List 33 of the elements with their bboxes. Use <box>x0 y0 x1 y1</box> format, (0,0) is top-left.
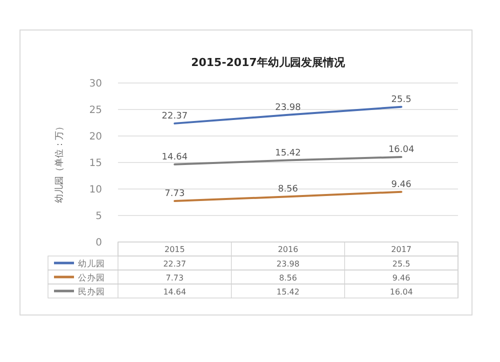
x-tick-label: 2015 <box>164 245 185 254</box>
y-tick-label: 25 <box>89 105 102 116</box>
y-tick-label: 0 <box>96 238 102 248</box>
annotation: 8.56 <box>278 184 298 195</box>
legend-label: 幼儿园 <box>78 258 105 270</box>
x-tick-label: 2016 <box>278 245 298 254</box>
chart-title: 2015-2017年幼儿园发展情况 <box>191 56 346 69</box>
annotation: 16.04 <box>388 144 414 155</box>
data-label: 23.98 <box>276 260 300 268</box>
data-label: 22.37 <box>163 260 186 268</box>
data-label: 14.64 <box>163 288 186 296</box>
y-axis-title: 幼儿园（单位：万） <box>54 122 65 203</box>
legend-label: 公办园 <box>78 272 105 284</box>
annotation: 14.64 <box>162 152 188 162</box>
data-label: 15.42 <box>276 288 300 296</box>
data-label: 25.5 <box>392 260 410 268</box>
y-tick-label: 15 <box>89 158 102 169</box>
legend-label: 民办园 <box>78 286 105 298</box>
annotation: 25.5 <box>391 94 412 105</box>
y-tick-label: 5 <box>96 211 102 222</box>
annotation: 22.37 <box>162 111 188 122</box>
annotation: 23.98 <box>275 102 302 113</box>
y-tick-label: 30 <box>89 78 102 90</box>
x-tick-label: 2017 <box>391 245 412 254</box>
data-label: 7.73 <box>166 274 184 282</box>
y-tick-label: 10 <box>89 184 102 196</box>
annotation: 15.42 <box>275 148 301 158</box>
data-label: 9.46 <box>392 274 410 282</box>
annotation: 7.73 <box>164 189 185 200</box>
y-tick-label: 20 <box>89 132 102 142</box>
data-label: 16.04 <box>390 288 413 296</box>
data-label: 8.56 <box>279 274 297 282</box>
annotation: 9.46 <box>391 180 412 190</box>
